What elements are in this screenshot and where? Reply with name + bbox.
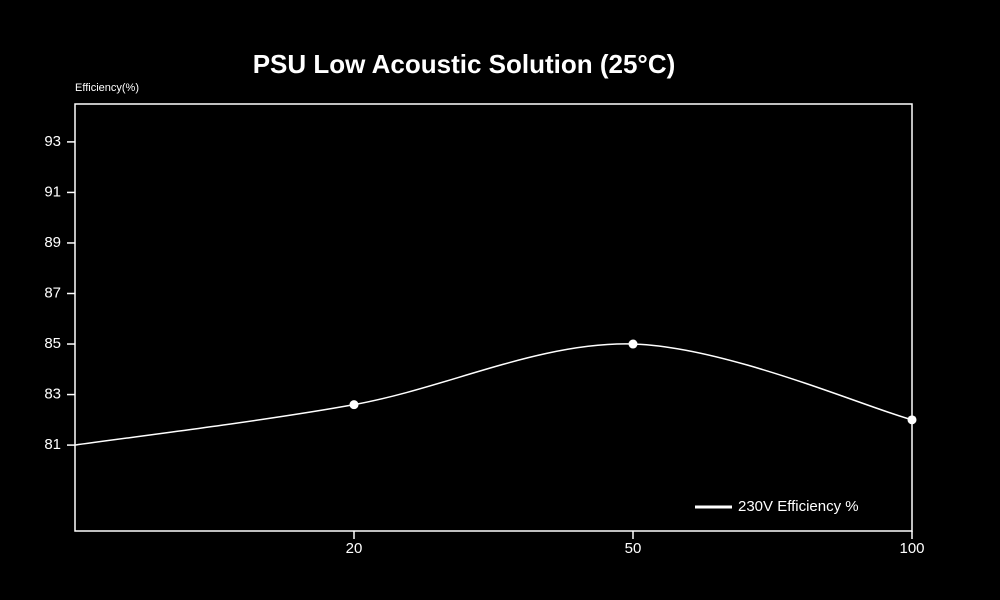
y-tick-label: 85 (44, 335, 61, 352)
plot-frame (74, 103, 913, 532)
chart-title: PSU Low Acoustic Solution (25°C) (253, 49, 676, 79)
y-tick-label: 83 (44, 386, 61, 403)
x-tick-label: 50 (625, 540, 642, 557)
y-axis-label: Efficiency(%) (75, 82, 139, 94)
line (74, 343, 913, 446)
y-tick-label: 81 (44, 436, 61, 453)
point (907, 415, 917, 425)
y-tick-label: 87 (44, 284, 61, 301)
x-tick-label: 20 (346, 540, 363, 557)
y-tick-label: 93 (44, 133, 61, 150)
y-tick-label: 91 (44, 183, 61, 200)
y-tick-label: 89 (44, 234, 61, 251)
legend-label: 230V Efficiency % (738, 498, 859, 515)
x-tick-label: 100 (899, 540, 924, 557)
point (349, 400, 359, 410)
point (628, 339, 638, 349)
